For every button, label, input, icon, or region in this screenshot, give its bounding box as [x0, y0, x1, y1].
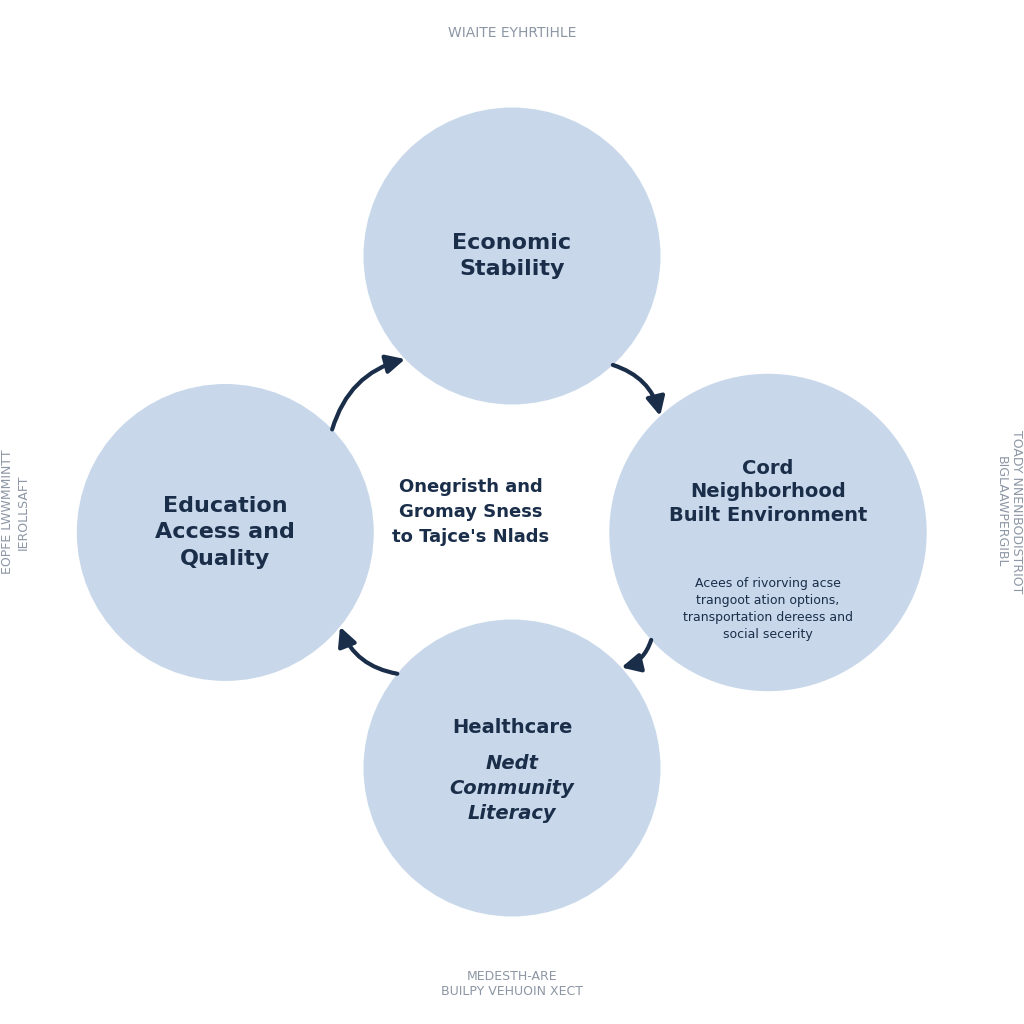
- Text: Economic
Stability: Economic Stability: [453, 232, 571, 280]
- Circle shape: [609, 374, 927, 691]
- Text: Healthcare: Healthcare: [452, 718, 572, 736]
- FancyArrowPatch shape: [613, 365, 663, 412]
- Text: TOADY NNENIBODISTRIOT
BIGLAAWPERGIBL: TOADY NNENIBODISTRIOT BIGLAAWPERGIBL: [994, 430, 1023, 594]
- FancyArrowPatch shape: [340, 631, 397, 674]
- Text: Onegristh and
Gromay Sness
to Tajce's Nlads: Onegristh and Gromay Sness to Tajce's Nl…: [392, 478, 550, 546]
- Text: MEDESTH-ARE
BUILPY VEHUOIN XECT: MEDESTH-ARE BUILPY VEHUOIN XECT: [441, 971, 583, 998]
- Text: Acees of rivorving acse
trangoot ation options,
transportation dereess and
socia: Acees of rivorving acse trangoot ation o…: [683, 578, 853, 641]
- FancyArrowPatch shape: [626, 640, 651, 671]
- Text: Cord
Neighborhood
Built Environment: Cord Neighborhood Built Environment: [669, 459, 867, 524]
- FancyArrowPatch shape: [332, 356, 400, 429]
- Text: EOPFE LWWMMINTT
IEROLLSAFT: EOPFE LWWMMINTT IEROLLSAFT: [1, 450, 30, 574]
- Text: WIAITE EYHRTIHLE: WIAITE EYHRTIHLE: [447, 26, 577, 40]
- Circle shape: [364, 620, 660, 916]
- Circle shape: [364, 108, 660, 404]
- Text: Nedt
Community
Literacy: Nedt Community Literacy: [450, 754, 574, 823]
- Circle shape: [77, 384, 374, 681]
- Text: Education
Access and
Quality: Education Access and Quality: [156, 496, 295, 569]
